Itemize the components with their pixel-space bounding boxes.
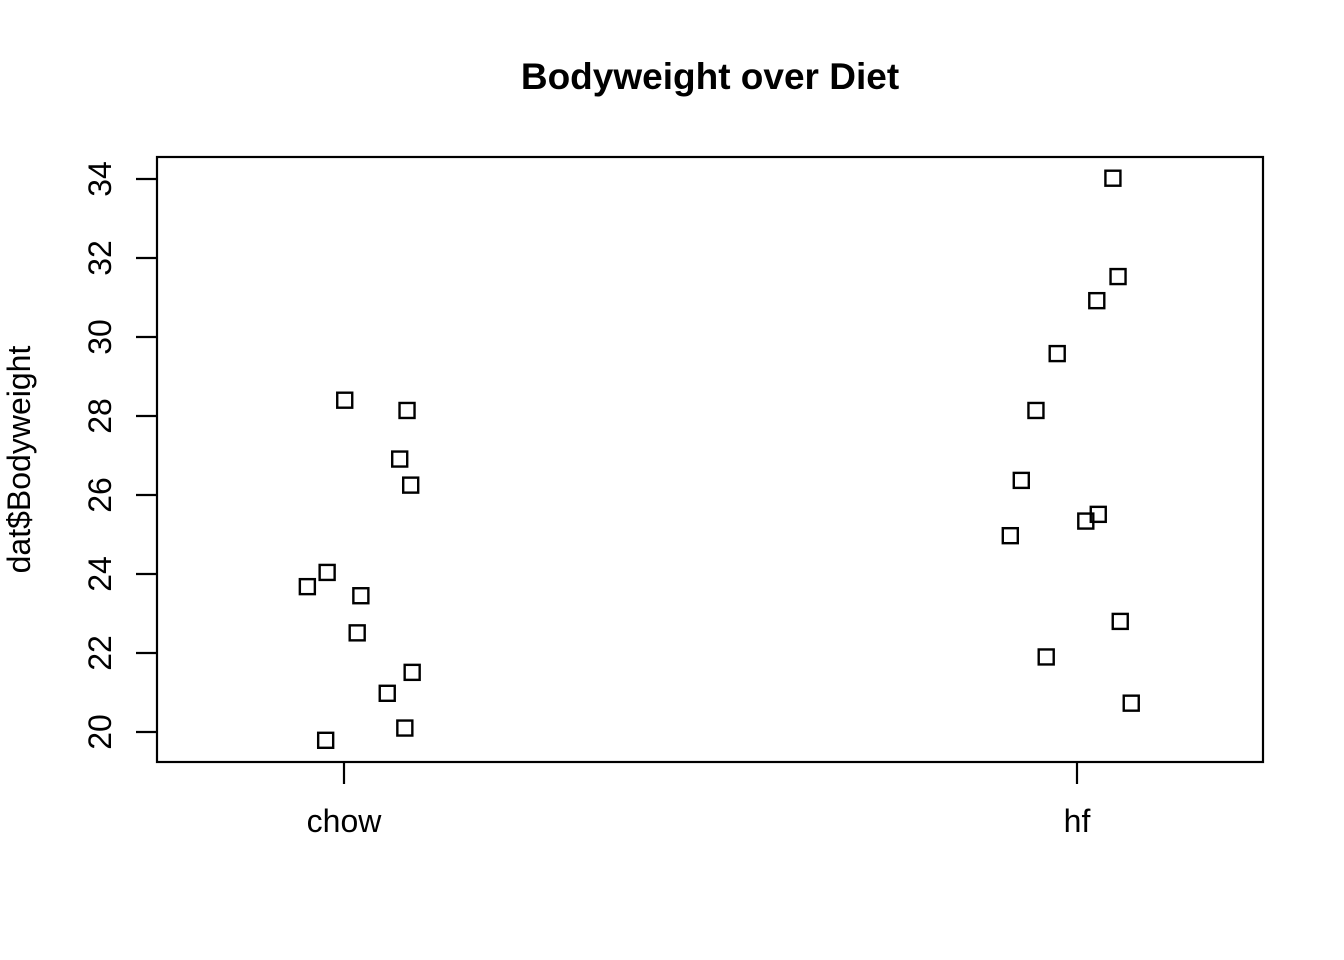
y-axis-tick-label: 34 bbox=[82, 161, 118, 197]
x-axis-tick-label-chow: chow bbox=[307, 803, 383, 839]
y-axis-label: dat$Bodyweight bbox=[1, 346, 37, 574]
data-point-hf bbox=[1104, 169, 1122, 187]
data-point-chow bbox=[316, 731, 335, 749]
data-point-chow bbox=[398, 401, 416, 420]
data-point-chow bbox=[318, 563, 336, 582]
data-point-hf bbox=[1077, 512, 1095, 530]
y-axis-tick-label: 32 bbox=[82, 240, 118, 276]
y-axis-tick-label: 28 bbox=[82, 398, 118, 434]
data-point-chow bbox=[403, 663, 421, 682]
data-point-chow bbox=[391, 450, 409, 468]
x-axis-tick-label-hf: hf bbox=[1064, 803, 1091, 839]
data-point-chow bbox=[396, 719, 414, 737]
y-axis-tick-label: 20 bbox=[82, 714, 118, 750]
y-axis-tick-label: 24 bbox=[82, 556, 118, 592]
data-point-hf bbox=[1012, 471, 1030, 490]
plot-border bbox=[155, 155, 1265, 764]
data-point-hf bbox=[1111, 612, 1129, 631]
data-point-hf bbox=[1122, 694, 1140, 712]
data-point-hf bbox=[1037, 648, 1055, 666]
data-point-hf bbox=[1027, 401, 1045, 420]
data-point-chow bbox=[298, 577, 317, 596]
y-axis-tick-label: 26 bbox=[82, 477, 118, 513]
y-axis-tick-label: 30 bbox=[82, 319, 118, 355]
data-point-chow bbox=[378, 684, 396, 702]
chart-title: Bodyweight over Diet bbox=[520, 56, 900, 97]
data-point-hf bbox=[1109, 267, 1127, 286]
data-point-chow bbox=[352, 587, 370, 605]
data-point-hf bbox=[1048, 344, 1066, 363]
data-point-hf bbox=[1001, 526, 1019, 545]
y-axis-tick-label: 22 bbox=[82, 635, 118, 671]
data-point-chow bbox=[336, 391, 354, 409]
data-point-chow bbox=[402, 476, 420, 494]
data-point-hf bbox=[1088, 291, 1106, 310]
data-point-chow bbox=[348, 624, 366, 642]
